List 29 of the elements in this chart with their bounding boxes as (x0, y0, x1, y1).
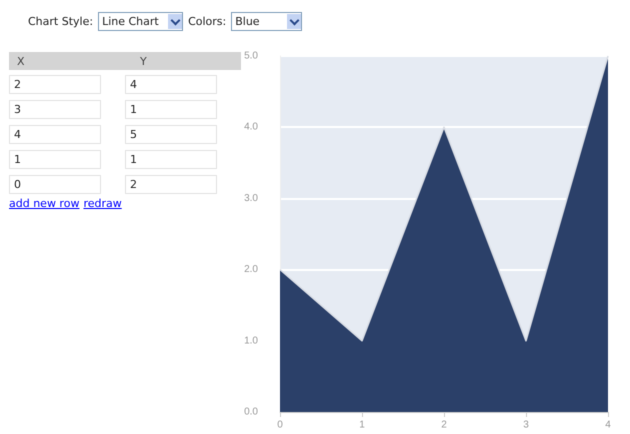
text: Colors: (188, 15, 226, 28)
text: 1 (125, 100, 217, 118)
y-tick-label: 4.0 (244, 122, 258, 133)
text: 3 (9, 100, 101, 118)
text: Blue (235, 15, 261, 28)
text: add new row (9, 197, 80, 210)
x-tick-label: 1 (359, 420, 366, 430)
text: 0 (9, 174, 101, 194)
x-tick-label: 2 (441, 420, 448, 430)
x-tick-label: 0 (277, 420, 284, 430)
y-tick-label: 3.0 (244, 192, 258, 204)
text: 4 (9, 124, 101, 144)
y-tick-label: 5.0 (244, 50, 258, 62)
text: 1 (125, 150, 217, 168)
y-tick-label: 1.0 (244, 335, 258, 346)
y-tick-label: 0.0 (244, 406, 258, 418)
y-tick-label: 2.0 (244, 264, 258, 276)
text: 2 (9, 74, 101, 94)
text: 2 (125, 174, 217, 194)
x-tick-label: 4 (605, 420, 612, 430)
text: 5 (125, 124, 217, 144)
text: X (16, 54, 26, 68)
text: Line Chart (102, 15, 160, 28)
text: redraw (83, 197, 122, 210)
text: 1 (9, 150, 101, 168)
text: Y (140, 54, 147, 68)
text: 4 (125, 74, 217, 94)
text: Chart Style: (28, 15, 94, 28)
x-tick-label: 3 (523, 420, 530, 430)
